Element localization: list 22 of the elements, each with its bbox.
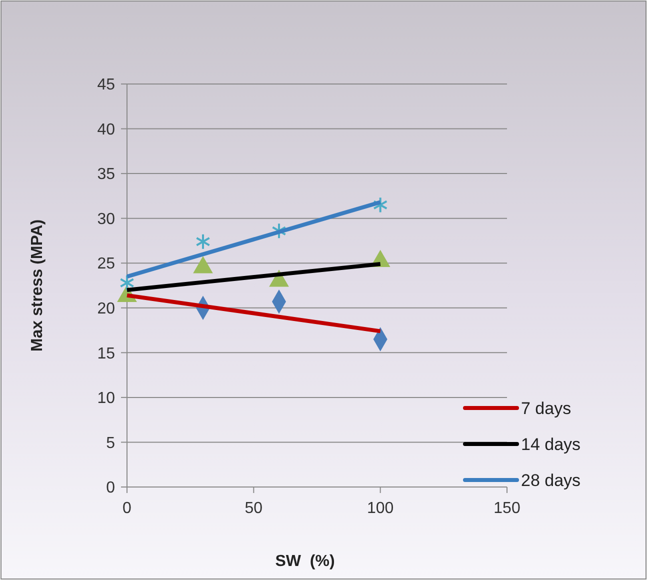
- x-axis-title: SW (%): [275, 553, 335, 570]
- x-tick-label: 0: [122, 500, 132, 517]
- x-tick-label: 150: [494, 500, 520, 517]
- legend-label: 28 days: [521, 470, 581, 490]
- legend-label: 7 days: [521, 398, 572, 418]
- y-tick-label: 25: [97, 256, 116, 273]
- y-tick-label: 5: [106, 434, 116, 452]
- point: [120, 274, 134, 292]
- x-tick-label: 50: [244, 500, 263, 517]
- y-tick-label: 30: [97, 210, 116, 228]
- y-tick-label: 40: [97, 121, 116, 138]
- x-tick-label: 100: [366, 500, 394, 517]
- y-axis-title: Max stress (MPA): [29, 219, 46, 352]
- point: [196, 233, 210, 250]
- y-tick-label: 35: [97, 166, 116, 184]
- y-tick-label: 15: [97, 345, 116, 362]
- y-tick-label: 10: [97, 390, 116, 408]
- point: [373, 196, 388, 214]
- y-tick-label: 20: [97, 300, 116, 318]
- legend-label: 14 days: [521, 434, 581, 454]
- y-tick-label: 45: [97, 76, 116, 94]
- y-tick-label: 0: [106, 480, 116, 497]
